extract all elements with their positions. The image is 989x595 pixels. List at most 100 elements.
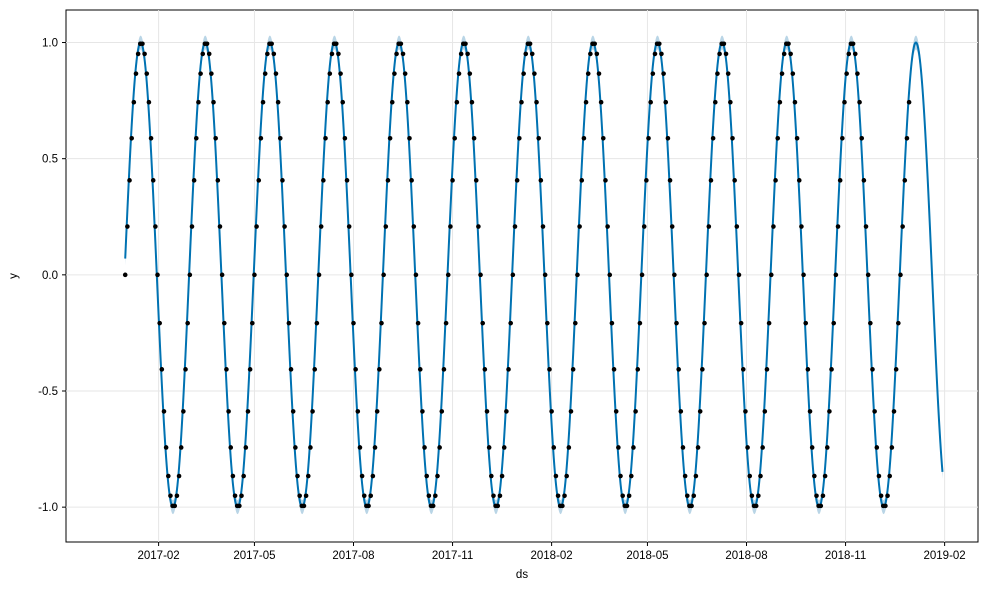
observed-point xyxy=(176,473,182,479)
observed-point xyxy=(426,493,432,499)
observed-point xyxy=(850,41,856,47)
observed-point xyxy=(644,178,649,183)
observed-point xyxy=(469,99,475,105)
observed-point xyxy=(157,320,162,326)
observed-point xyxy=(437,445,442,450)
observed-point xyxy=(844,71,849,76)
observed-point xyxy=(333,41,339,47)
observed-point xyxy=(883,503,888,509)
observed-point xyxy=(891,409,897,414)
observed-point xyxy=(387,135,393,141)
observed-point xyxy=(609,320,615,326)
observed-point xyxy=(902,178,908,183)
observed-point xyxy=(443,320,449,326)
observed-point xyxy=(760,445,765,450)
observed-point xyxy=(200,51,206,57)
observed-point xyxy=(357,445,363,450)
observed-point xyxy=(129,135,134,141)
observed-point xyxy=(338,71,343,76)
observed-point xyxy=(247,367,253,372)
observed-point xyxy=(224,367,229,372)
observed-point xyxy=(613,409,619,414)
observed-point xyxy=(435,473,440,479)
x-tick-label: 2018-05 xyxy=(626,550,668,562)
observed-point xyxy=(758,473,763,479)
observed-point xyxy=(740,367,746,372)
observed-point xyxy=(482,367,488,372)
observed-point xyxy=(790,71,796,76)
observed-point xyxy=(900,224,905,229)
observed-point xyxy=(450,178,455,183)
observed-point xyxy=(303,493,309,499)
observed-point xyxy=(517,135,522,141)
observed-point xyxy=(286,320,292,326)
y-axis-label: y xyxy=(8,273,20,279)
observed-point xyxy=(463,41,468,47)
observed-point xyxy=(204,41,210,47)
observed-point xyxy=(273,71,279,76)
observed-point xyxy=(551,445,557,450)
observed-point xyxy=(256,178,262,183)
observed-point xyxy=(715,71,720,76)
observed-point xyxy=(573,320,578,326)
observed-point xyxy=(532,71,537,76)
observed-point xyxy=(855,71,860,76)
observed-point xyxy=(646,135,651,141)
observed-point xyxy=(781,51,787,57)
observed-point xyxy=(269,41,274,47)
observed-point xyxy=(650,71,656,76)
observed-point xyxy=(596,71,602,76)
observed-point xyxy=(411,224,417,229)
observed-point xyxy=(342,135,348,141)
observed-point xyxy=(527,41,533,47)
observed-point xyxy=(803,320,809,326)
observed-point xyxy=(183,367,188,372)
observed-point xyxy=(771,224,776,229)
observed-point xyxy=(633,409,638,414)
observed-point xyxy=(788,51,793,57)
observed-point xyxy=(142,51,147,57)
observed-point xyxy=(538,178,544,183)
observed-point xyxy=(439,409,445,414)
y-tick-label: -1.0 xyxy=(38,502,58,514)
observed-point xyxy=(672,272,677,278)
observed-point xyxy=(529,51,535,57)
observed-point xyxy=(165,473,171,479)
observed-point xyxy=(310,409,315,414)
observed-point xyxy=(174,493,180,499)
observed-point xyxy=(508,320,513,326)
observed-point xyxy=(575,272,580,278)
observed-point xyxy=(710,135,716,141)
observed-point xyxy=(594,51,600,57)
observed-point xyxy=(372,445,378,450)
observed-point xyxy=(198,71,203,76)
observed-point xyxy=(379,320,384,326)
y-tick-label: 0.0 xyxy=(42,270,58,282)
observed-point xyxy=(284,272,290,278)
observed-point xyxy=(876,473,882,479)
observed-point xyxy=(874,445,880,450)
observed-point xyxy=(906,99,912,105)
observed-point xyxy=(812,473,817,479)
observed-point xyxy=(676,367,681,372)
observed-point xyxy=(122,272,128,278)
observed-point xyxy=(417,367,423,372)
observed-point xyxy=(155,272,160,278)
observed-point xyxy=(318,224,324,229)
observed-point xyxy=(700,367,705,372)
y-tick-label: 0.5 xyxy=(42,154,58,166)
observed-point xyxy=(336,51,341,57)
observed-point xyxy=(148,135,154,141)
observed-point xyxy=(689,503,694,509)
observed-point xyxy=(405,99,410,105)
observed-point xyxy=(422,445,427,450)
observed-point xyxy=(327,71,333,76)
observed-point xyxy=(329,51,335,57)
observed-point xyxy=(377,367,382,372)
observed-point xyxy=(749,493,755,499)
observed-point xyxy=(562,493,567,499)
observed-point xyxy=(445,272,451,278)
y-tick-label: 1.0 xyxy=(42,38,58,50)
y-tick-label: -0.5 xyxy=(38,386,58,398)
